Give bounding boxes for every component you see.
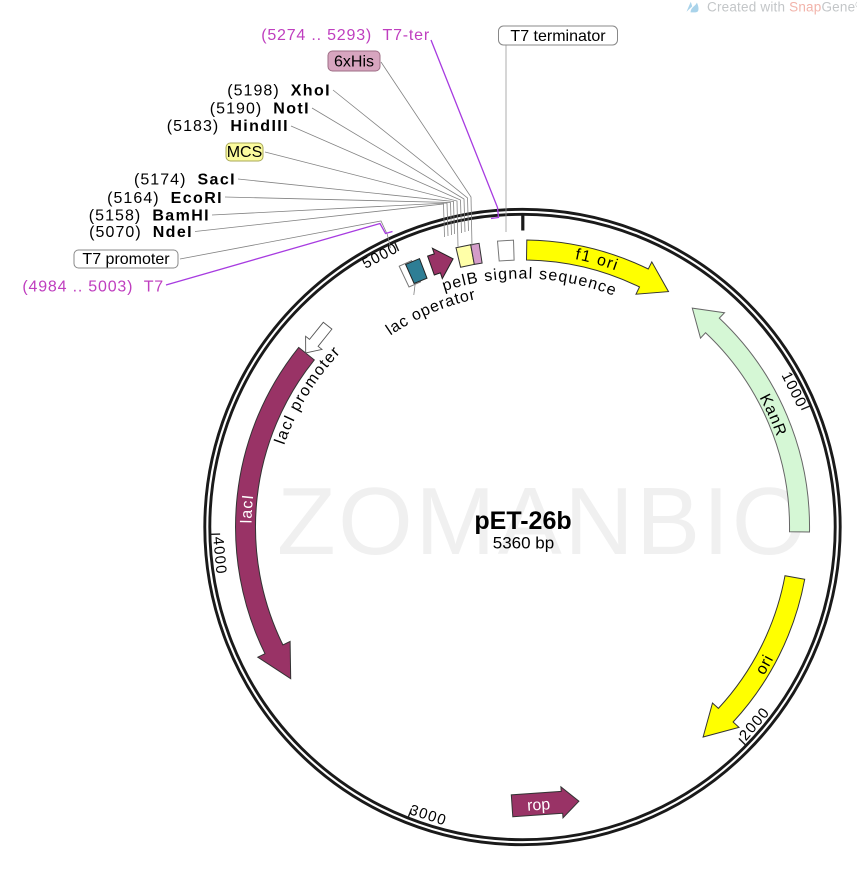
svg-text:(4984 .. 5003) T7: (4984 .. 5003) T7 (22, 279, 164, 296)
svg-text:(5198) XhoI: (5198) XhoI (227, 83, 331, 100)
svg-text:lac operator: lac operator (383, 286, 477, 339)
svg-text:Created with SnapGene®: Created with SnapGene® (707, 0, 857, 15)
svg-text:5000: 5000 (359, 240, 401, 273)
svg-text:(5274 .. 5293) T7-ter: (5274 .. 5293) T7-ter (261, 27, 430, 44)
svg-text:pET-26b: pET-26b (474, 507, 571, 535)
svg-text:MCS: MCS (227, 144, 263, 161)
svg-text:6xHis: 6xHis (334, 54, 374, 71)
svg-text:5360 bp: 5360 bp (493, 534, 554, 553)
svg-text:(5164) EcoRI: (5164) EcoRI (107, 190, 223, 207)
svg-text:(5158) BamHI: (5158) BamHI (89, 208, 210, 225)
svg-text:(5183) HindIII: (5183) HindIII (167, 118, 289, 135)
svg-text:(5190) NotI: (5190) NotI (210, 101, 310, 118)
svg-text:T7 terminator: T7 terminator (510, 28, 606, 45)
svg-text:4000: 4000 (209, 536, 230, 576)
svg-text:rop: rop (527, 796, 551, 815)
svg-text:(5070) NdeI: (5070) NdeI (89, 224, 193, 241)
svg-text:(5174) SacI: (5174) SacI (134, 172, 236, 189)
svg-text:T7 promoter: T7 promoter (82, 251, 170, 268)
